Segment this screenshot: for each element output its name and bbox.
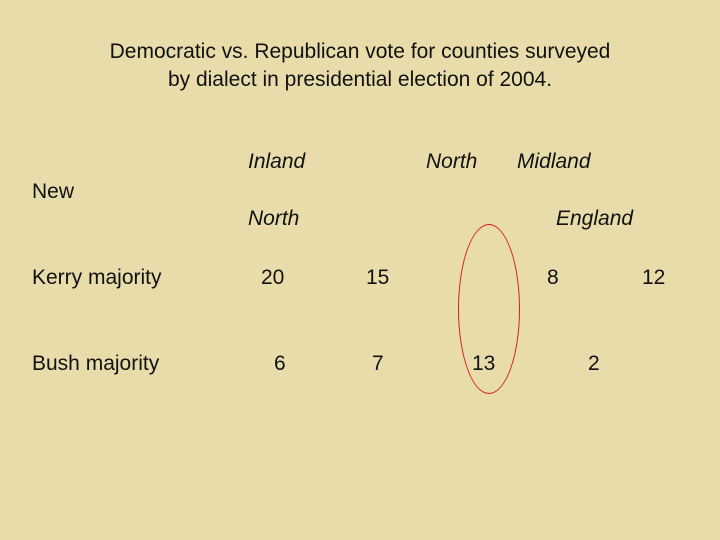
cell-kerry-2: 15 bbox=[366, 266, 390, 289]
title-line-1: Democratic vs. Republican vote for count… bbox=[109, 40, 611, 63]
header-north-2: North bbox=[248, 207, 300, 230]
highlight-ellipse bbox=[458, 224, 520, 394]
cell-bush-4: 2 bbox=[588, 352, 600, 375]
cell-kerry-3: 8 bbox=[547, 266, 559, 289]
row-label-bush: Bush majority bbox=[32, 352, 160, 375]
header-north: North bbox=[426, 150, 478, 173]
header-new: New bbox=[32, 180, 75, 203]
cell-bush-2: 7 bbox=[372, 352, 384, 375]
cell-bush-1: 6 bbox=[274, 352, 286, 375]
title-line-2: by dialect in presidential election of 2… bbox=[167, 68, 553, 91]
header-england: England bbox=[556, 207, 634, 230]
slide-title: Democratic vs. Republican vote for count… bbox=[0, 38, 720, 94]
cell-kerry-4: 12 bbox=[642, 266, 666, 289]
row-label-kerry: Kerry majority bbox=[32, 266, 162, 289]
cell-kerry-1: 20 bbox=[261, 266, 285, 289]
header-midland: Midland bbox=[517, 150, 591, 173]
header-inland: Inland bbox=[248, 150, 306, 173]
